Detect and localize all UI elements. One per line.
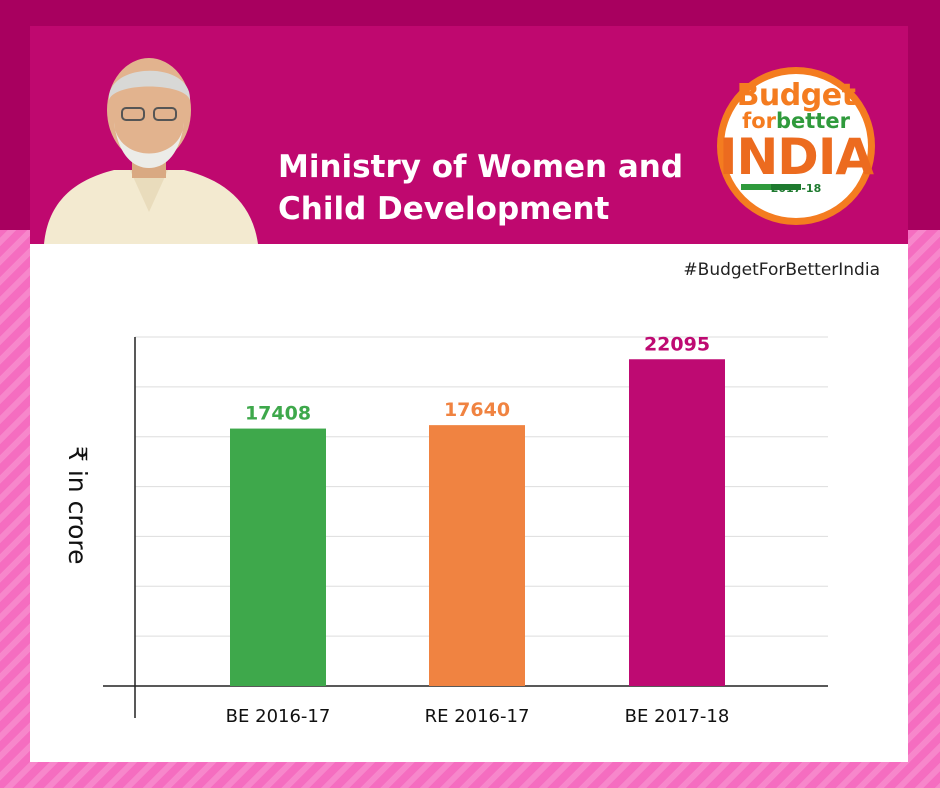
badge-year-text: 2017-18	[770, 182, 822, 195]
hashtag: #BudgetForBetterIndia	[683, 260, 880, 280]
badge-for-text: for	[742, 109, 776, 133]
x-tick-label-3: BE 2017-18	[625, 706, 730, 727]
title-line-1: Ministry of Women and	[278, 149, 684, 185]
x-tick-label-2: RE 2016-17	[425, 706, 530, 727]
badge-for-better-text: forbetter	[705, 109, 887, 133]
data-label-3: 22095	[644, 333, 710, 355]
bar-1	[230, 428, 326, 686]
badge-budget-text: Budget	[736, 78, 856, 113]
x-tick-label-1: BE 2016-17	[226, 706, 331, 727]
badge-india-text: INDIA	[718, 128, 874, 186]
data-label-2: 17640	[444, 399, 510, 421]
title-line-2: Child Development	[278, 191, 610, 227]
badge-circle	[717, 67, 875, 225]
data-label-1: 17408	[245, 403, 311, 425]
bar-3	[629, 359, 725, 686]
bar-2	[429, 425, 525, 686]
badge-better-text: better	[775, 109, 850, 133]
budget-badge-logo: Budget forbetter INDIA 2017-18	[705, 66, 887, 226]
portrait-image	[44, 58, 258, 244]
page-title: Ministry of Women and Child Development	[278, 146, 698, 230]
